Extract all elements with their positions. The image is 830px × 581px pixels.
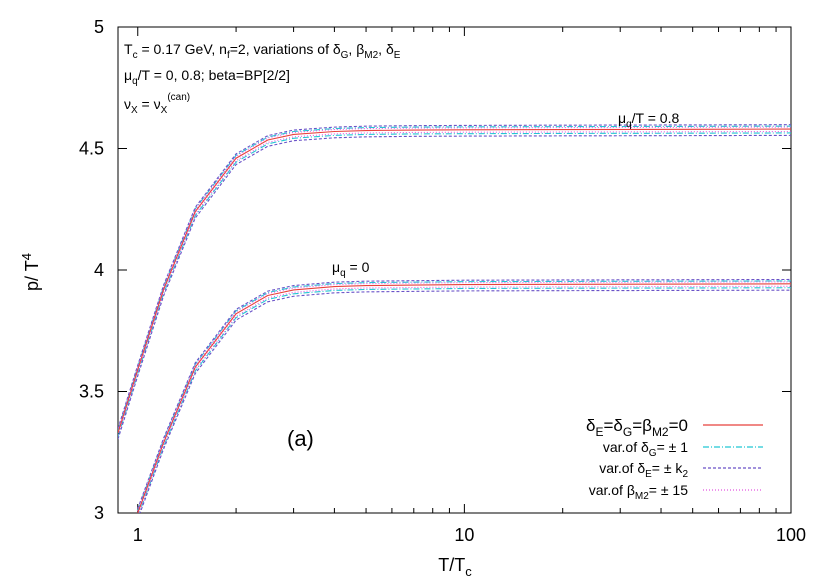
legend-label-1: var.of δG= ± 1 — [603, 439, 688, 459]
y-tick-label: 4.5 — [79, 139, 104, 159]
variation-curve-0-dotted — [118, 126, 791, 432]
y-tick-label: 3 — [94, 503, 104, 523]
x-axis-label: T/Tc — [438, 555, 472, 579]
variation-curve-0-dashdot — [118, 125, 791, 431]
y-tick-label: 3.5 — [79, 382, 104, 402]
x-tick-label: 100 — [776, 525, 806, 545]
y-tick-label: 5 — [94, 17, 104, 37]
curve-label-lower: μq = 0 — [332, 259, 370, 279]
y-tick-labels: 3 3.5 4 4.5 5 — [79, 17, 104, 523]
info-line-3: νX = νX(can) — [124, 92, 190, 116]
x-tick-label: 1 — [133, 525, 143, 545]
variation-curve-1-dotted — [137, 281, 791, 512]
x-tick-label: 10 — [454, 525, 474, 545]
variation-curve-1-dashdot — [138, 287, 791, 513]
central-curve-1 — [137, 283, 791, 513]
y-axis-label: p/ T4 — [19, 253, 42, 291]
y-tick-label: 4 — [94, 260, 104, 280]
panel-label: (a) — [287, 426, 314, 451]
x-tick-labels: 1 10 100 — [133, 525, 806, 545]
variation-curve-1-dashdot — [137, 280, 791, 511]
legend-label-2: var.of δE= ± k2 — [599, 460, 688, 480]
info-line-1: Tc = 0.17 GeV, nf=2, variations of δG, β… — [124, 41, 401, 61]
curve-label-upper: μq/T = 0.8 — [618, 110, 679, 130]
central-curve-0 — [118, 128, 791, 433]
legend-label-0: δE=δG=βM2=0 — [586, 416, 688, 439]
variation-curve-0-dashdot — [118, 132, 791, 437]
plot-frame — [117, 26, 792, 514]
series-curves — [118, 124, 791, 513]
axis-ticks — [118, 26, 792, 514]
variation-curve-1-dotted — [138, 285, 791, 513]
legend: δE=δG=βM2=0 var.of δG= ± 1 var.of δE= ± … — [586, 416, 763, 502]
legend-label-3: var.of βM2= ± 15 — [589, 482, 689, 502]
info-line-2: μq/T = 0, 0.8; beta=BP[2/2] — [124, 67, 290, 87]
variation-curve-0-dashed — [118, 124, 791, 429]
variation-curve-1-dashed — [137, 278, 791, 509]
variation-curve-1-dashed — [139, 289, 791, 513]
info-text: Tc = 0.17 GeV, nf=2, variations of δG, β… — [124, 41, 401, 116]
variation-curve-0-dashed — [118, 134, 791, 440]
